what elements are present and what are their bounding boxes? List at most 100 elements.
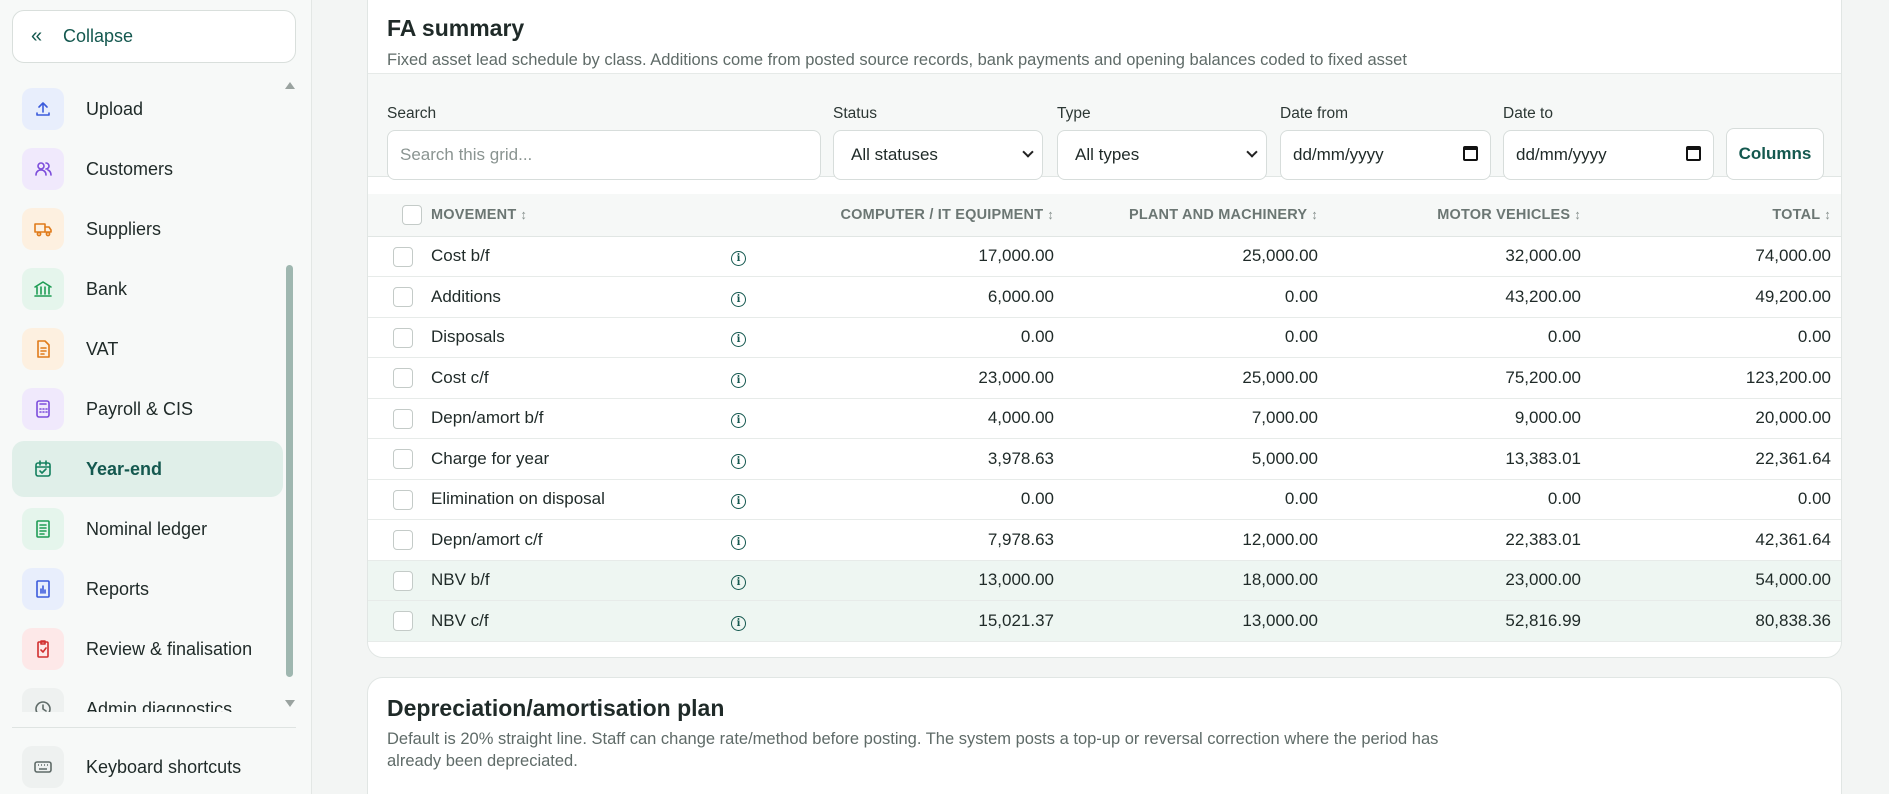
info-cell: i xyxy=(731,317,791,358)
history-icon xyxy=(22,688,64,712)
sidebar-item-admin-diagnostics[interactable]: Admin diagnostics xyxy=(12,681,283,712)
status-value: All statuses xyxy=(851,145,938,164)
fa-summary-title: FA summary xyxy=(387,15,525,41)
row-checkbox[interactable] xyxy=(393,408,413,429)
total-cell: 0.00 xyxy=(1591,479,1841,520)
sort-icon: ↕ xyxy=(1311,206,1318,222)
row-checkbox[interactable] xyxy=(393,449,413,469)
info-icon[interactable]: i xyxy=(731,615,746,631)
fa-summary-table: MOVEMENT ↕ COMPUTER / IT EQUIPMENT ↕ PLANT… xyxy=(368,194,1841,642)
sidebar-item-reports[interactable]: Reports xyxy=(12,561,283,617)
table-row[interactable]: Depn/amort c/f i 7,978.63 12,000.00 22,383.0… xyxy=(368,519,1841,561)
calendar-icon[interactable] xyxy=(1686,146,1701,161)
columns-button[interactable]: Columns xyxy=(1726,128,1824,180)
plant-cell: 0.00 xyxy=(1064,276,1328,318)
date-to-input[interactable]: dd/mm/yyyy xyxy=(1503,130,1714,180)
date-to-label: Date to xyxy=(1503,105,1553,122)
info-icon[interactable]: i xyxy=(731,494,746,510)
sidebar-item-nominal-ledger[interactable]: Nominal ledger xyxy=(12,501,283,557)
row-select-cell xyxy=(368,438,431,480)
movement-cell: Additions xyxy=(431,276,731,318)
computer-cell: 13,000.00 xyxy=(791,560,1064,601)
info-icon[interactable]: i xyxy=(731,291,746,307)
depreciation-plan-card: Depreciation/amortisation plan Default i… xyxy=(367,677,1842,794)
row-select-cell xyxy=(368,317,431,358)
plant-cell: 0.00 xyxy=(1064,479,1328,520)
sidebar-item-payroll-cis[interactable]: Payroll & CIS xyxy=(12,381,283,437)
keyboard-icon xyxy=(22,746,64,788)
info-icon[interactable]: i xyxy=(731,453,746,469)
row-select-cell xyxy=(368,276,431,318)
info-icon[interactable]: i xyxy=(731,251,746,267)
select-all-checkbox[interactable] xyxy=(402,204,422,225)
sidebar-item-vat[interactable]: VAT xyxy=(12,321,283,377)
row-checkbox[interactable] xyxy=(393,246,413,267)
search-placeholder: Search this grid... xyxy=(400,145,533,164)
sidebar-item-bank[interactable]: Bank xyxy=(12,261,283,317)
calendar-icon[interactable] xyxy=(1463,146,1478,161)
table-row[interactable]: Cost b/f i 17,000.00 25,000.00 32,000.00 74,0… xyxy=(368,236,1841,277)
status-select[interactable]: All statuses xyxy=(833,130,1043,180)
sidebar-item-year-end[interactable]: Year-end xyxy=(12,441,283,497)
total-cell: 123,200.00 xyxy=(1591,357,1841,399)
info-icon[interactable]: i xyxy=(731,332,746,348)
info-icon[interactable]: i xyxy=(731,372,746,388)
info-icon[interactable]: i xyxy=(731,413,746,429)
table-row[interactable]: Additions i 6,000.00 0.00 43,200.00 49,200.00 xyxy=(368,276,1841,318)
computer-cell: 23,000.00 xyxy=(791,357,1064,399)
column-header-total[interactable]: TOTAL ↕ xyxy=(1591,194,1841,237)
column-header-movement[interactable]: MOVEMENT ↕ xyxy=(431,194,731,237)
row-checkbox[interactable] xyxy=(393,611,413,631)
table-row[interactable]: Disposals i 0.00 0.00 0.00 0.00 xyxy=(368,317,1841,358)
plant-cell: 18,000.00 xyxy=(1064,560,1328,601)
row-select-cell xyxy=(368,398,431,439)
sidebar-item-upload[interactable]: Upload xyxy=(12,81,283,137)
sidebar-item-review-finalisation[interactable]: Review & finalisation xyxy=(12,621,283,677)
row-select-cell xyxy=(368,560,431,601)
table-row[interactable]: Depn/amort b/f i 4,000.00 7,000.00 9,000.00 2… xyxy=(368,398,1841,439)
motor-cell: 23,000.00 xyxy=(1328,560,1591,601)
sidebar-item-label: Year-end xyxy=(86,458,163,479)
column-header-motor[interactable]: MOTOR VEHICLES ↕ xyxy=(1328,194,1591,237)
motor-cell: 9,000.00 xyxy=(1328,398,1591,439)
scroll-up-arrow[interactable] xyxy=(285,82,295,89)
row-checkbox[interactable] xyxy=(393,327,413,348)
table-row[interactable]: Cost c/f i 23,000.00 25,000.00 75,200.00 123,… xyxy=(368,357,1841,399)
computer-cell: 17,000.00 xyxy=(791,236,1064,277)
table-row[interactable]: NBV c/f i 15,021.37 13,000.00 52,816.99 80,83… xyxy=(368,600,1841,642)
movement-cell: Charge for year xyxy=(431,438,731,480)
table-row[interactable]: Charge for year i 3,978.63 5,000.00 13,383.0… xyxy=(368,438,1841,480)
movement-cell: Cost b/f xyxy=(431,236,731,277)
collapse-button[interactable]: « Collapse xyxy=(12,10,296,63)
keyboard-shortcuts-button[interactable]: Keyboard shortcuts xyxy=(12,740,296,794)
search-input[interactable]: Search this grid... xyxy=(387,130,821,180)
info-icon[interactable]: i xyxy=(731,575,746,591)
table-row[interactable]: NBV b/f i 13,000.00 18,000.00 23,000.00 54,00… xyxy=(368,560,1841,601)
truck-icon xyxy=(22,208,64,250)
column-header-computer[interactable]: COMPUTER / IT EQUIPMENT ↕ xyxy=(791,194,1064,237)
table-row[interactable]: Elimination on disposal i 0.00 0.00 0.00 0.00 xyxy=(368,479,1841,520)
row-checkbox[interactable] xyxy=(393,368,413,388)
type-select[interactable]: All types xyxy=(1057,130,1267,180)
sidebar-item-customers[interactable]: Customers xyxy=(12,141,283,197)
sort-icon: ↕ xyxy=(1047,206,1054,222)
sidebar-scrollbar[interactable] xyxy=(286,265,293,677)
column-header-plant[interactable]: PLANT AND MACHINERY ↕ xyxy=(1064,194,1328,237)
sidebar-item-suppliers[interactable]: Suppliers xyxy=(12,201,283,257)
plant-cell: 25,000.00 xyxy=(1064,357,1328,399)
plant-cell: 13,000.00 xyxy=(1064,600,1328,642)
computer-cell: 0.00 xyxy=(791,479,1064,520)
row-checkbox[interactable] xyxy=(393,530,413,550)
search-label: Search xyxy=(387,105,437,122)
select-all-cell xyxy=(368,194,431,237)
plant-cell: 25,000.00 xyxy=(1064,236,1328,277)
calendar-check-icon xyxy=(22,448,64,490)
row-checkbox[interactable] xyxy=(393,489,413,510)
upload-icon xyxy=(22,88,64,130)
row-checkbox[interactable] xyxy=(393,287,413,307)
movement-cell: Depn/amort c/f xyxy=(431,519,731,561)
info-icon[interactable]: i xyxy=(731,534,746,550)
row-checkbox[interactable] xyxy=(393,570,413,591)
date-from-input[interactable]: dd/mm/yyyy xyxy=(1280,130,1491,180)
scroll-down-arrow[interactable] xyxy=(285,700,295,707)
